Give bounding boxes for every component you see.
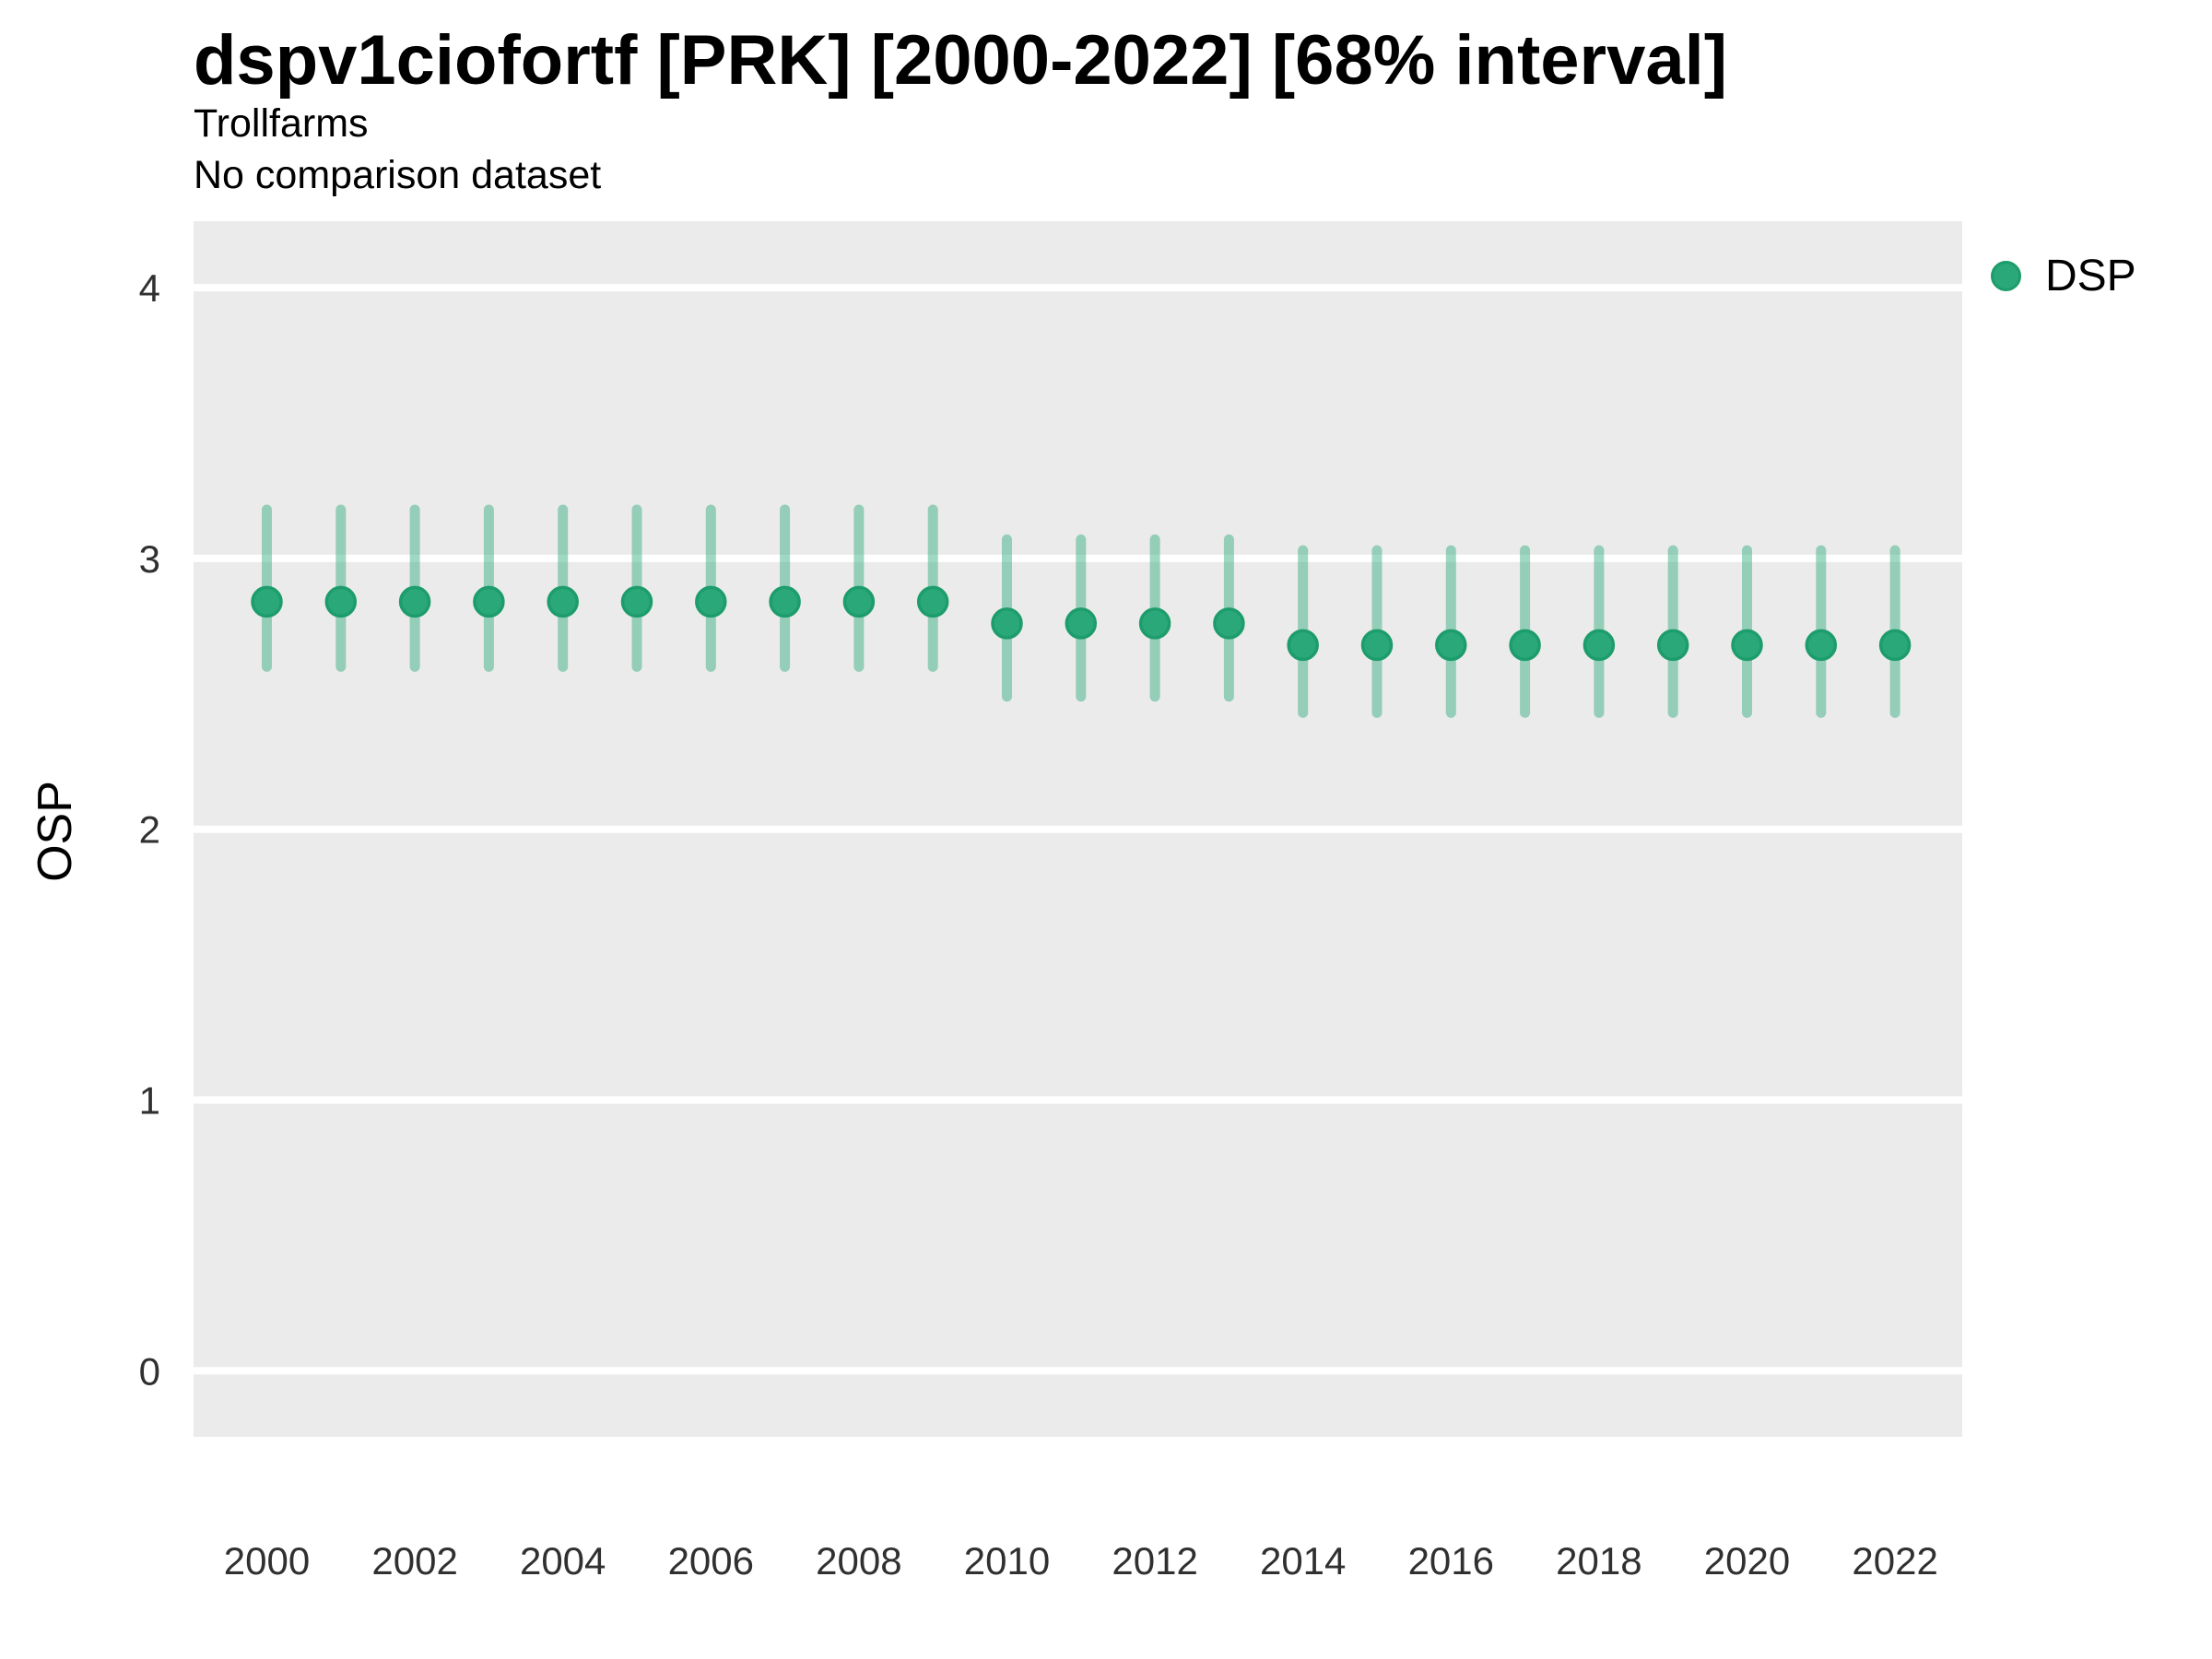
x-tick-label-2014: 2014 [1260, 1539, 1346, 1583]
point-2007 [769, 585, 801, 618]
point-2019 [1656, 629, 1689, 662]
x-tick-label-2008: 2008 [816, 1539, 901, 1583]
point-2017 [1509, 629, 1541, 662]
point-2011 [1065, 607, 1098, 640]
point-2010 [991, 607, 1023, 640]
legend-point-icon [1991, 261, 2021, 291]
legend: DSP [1991, 251, 2136, 301]
point-2008 [842, 585, 876, 618]
point-2022 [1878, 629, 1912, 662]
point-2016 [1435, 629, 1467, 662]
x-tick-label-2006: 2006 [668, 1539, 754, 1583]
point-2001 [324, 585, 358, 618]
y-tick-label-0: 0 [139, 1349, 160, 1393]
legend-label: DSP [2045, 252, 2136, 300]
point-2004 [547, 585, 579, 618]
y-tick-label-4: 4 [139, 266, 160, 310]
point-2005 [620, 585, 653, 618]
point-2015 [1360, 629, 1394, 662]
point-2006 [695, 585, 727, 618]
point-2014 [1287, 629, 1319, 662]
x-tick-label-2016: 2016 [1408, 1539, 1494, 1583]
y-tick-label-2: 2 [139, 808, 160, 852]
x-tick-label-2018: 2018 [1556, 1539, 1641, 1583]
point-2013 [1213, 607, 1245, 640]
x-tick-label-2022: 2022 [1852, 1539, 1937, 1583]
point-2002 [398, 585, 431, 618]
x-tick-label-2000: 2000 [224, 1539, 310, 1583]
y-tick-label-3: 3 [139, 537, 160, 581]
point-2021 [1805, 629, 1838, 662]
x-tick-label-2004: 2004 [520, 1539, 606, 1583]
point-2000 [251, 585, 283, 618]
x-tick-label-2010: 2010 [964, 1539, 1050, 1583]
point-2018 [1583, 629, 1616, 662]
point-2020 [1731, 629, 1763, 662]
x-tick-label-2020: 2020 [1704, 1539, 1790, 1583]
x-tick-label-2002: 2002 [371, 1539, 457, 1583]
y-tick-label-1: 1 [139, 1079, 160, 1123]
point-2012 [1138, 607, 1171, 640]
point-2003 [473, 585, 505, 618]
chart-subtitle: Trollfarms [194, 101, 369, 146]
x-tick-label-2012: 2012 [1112, 1539, 1197, 1583]
point-2009 [916, 585, 949, 618]
chart-title: dspv1ciofortf [PRK] [2000-2022] [68% int… [194, 21, 1728, 100]
chart-subtitle-comparison: No comparison dataset [194, 153, 602, 197]
